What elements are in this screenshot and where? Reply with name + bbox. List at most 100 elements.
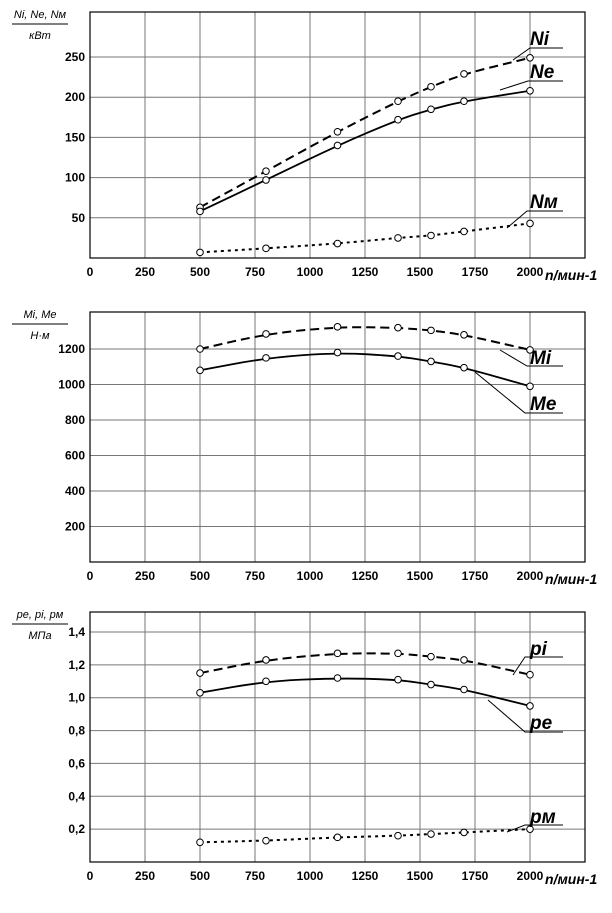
x-tick-label: 0 [87, 569, 94, 583]
x-tick-label: 250 [135, 869, 155, 883]
x-tick-label: 500 [190, 265, 210, 279]
x-tick-label: 1750 [462, 869, 489, 883]
data-point-Ne [262, 176, 270, 184]
x-tick-label: 500 [190, 869, 210, 883]
data-point-Me [333, 348, 342, 357]
data-point-Me [196, 366, 204, 375]
series-leader-pм [506, 824, 563, 833]
y-tick-label: 0,2 [68, 822, 85, 836]
data-point-pм [196, 838, 204, 847]
data-point-pi [333, 649, 342, 658]
y-tick-label: 100 [65, 171, 85, 185]
data-point-Mi [196, 345, 204, 353]
data-point-Nм [427, 231, 435, 240]
data-point-pe [526, 702, 534, 710]
x-tick-label: 1750 [462, 265, 489, 279]
data-point-Me [394, 352, 402, 360]
y-tick-label: 1,2 [68, 658, 85, 672]
y-tick-label: 1000 [58, 378, 85, 392]
series-label-pi: pi [529, 639, 548, 660]
y-tick-label: 1,4 [68, 625, 85, 639]
series-label-Mi: Mi [530, 348, 552, 369]
x-tick-label: 1750 [462, 569, 489, 583]
plot-frame [89, 611, 586, 863]
data-point-Ni [394, 97, 402, 106]
chart-panel-2: 0 250 500 750 1000 1250 1500 1750 2000 200 400 600 8… [12, 309, 597, 587]
data-point-pe [333, 674, 342, 682]
y-tick-label: 1200 [58, 342, 85, 356]
y-tick-label: 1,0 [68, 691, 85, 705]
series-leader-Me [474, 371, 563, 414]
x-tick-label: 1500 [407, 569, 434, 583]
data-point-pi [394, 649, 402, 658]
series-line-Me [199, 352, 531, 388]
y-axis-label: pe, pi, pм [16, 609, 64, 621]
y-tick-label: 200 [65, 520, 85, 534]
data-point-Ne [460, 97, 468, 106]
series-label-Nм: Nм [530, 192, 558, 213]
x-tick-label: 2000 [517, 869, 544, 883]
series-leader-pi [512, 656, 563, 676]
data-point-pe [394, 675, 402, 684]
data-point-Ne [427, 105, 435, 114]
series-leader-Nм [506, 210, 563, 229]
y-axis-unit: Н·м [30, 330, 50, 342]
data-point-pм [460, 828, 468, 837]
x-tick-label: 1250 [352, 869, 379, 883]
x-tick-label: 0 [87, 265, 94, 279]
series-leader-Mi [499, 349, 563, 367]
series-label-pe: pe [529, 713, 553, 734]
data-point-Ni [427, 82, 435, 91]
data-point-pi [460, 656, 468, 664]
series-leader-pe [487, 699, 563, 733]
x-tick-label: 2000 [517, 569, 544, 583]
data-point-Nм [333, 239, 342, 248]
x-tick-label: 1500 [407, 265, 434, 279]
data-point-Ne [526, 86, 534, 95]
x-tick-label: 750 [245, 569, 265, 583]
data-point-pм [333, 833, 342, 842]
data-point-Ne [196, 207, 204, 216]
y-tick-label: 150 [65, 130, 85, 144]
data-point-pм [262, 836, 270, 845]
x-tick-label: 250 [135, 265, 155, 279]
data-point-pi [427, 652, 435, 661]
data-point-Me [460, 363, 468, 372]
y-tick-label: 600 [65, 449, 85, 463]
series-line-pм [199, 828, 531, 844]
x-tick-label: 1000 [297, 569, 324, 583]
data-point-pe [427, 680, 435, 689]
data-point-pi [196, 669, 204, 677]
y-axis-unit: МПа [28, 630, 51, 642]
x-tick-label: 750 [245, 265, 265, 279]
y-tick-label: 0,4 [68, 789, 85, 803]
data-point-pe [262, 677, 270, 686]
y-tick-label: 400 [65, 484, 85, 498]
charts-root: 0 250 500 750 1000 1250 1500 1750 20005010015020… [12, 9, 597, 887]
series-line-pe [199, 677, 531, 707]
series-line-pi [199, 652, 531, 676]
data-point-Ni [460, 70, 468, 78]
data-point-pe [196, 688, 204, 697]
data-point-Mi [427, 326, 435, 335]
plot-frame [89, 11, 586, 259]
y-tick-label: 0,8 [68, 724, 85, 738]
x-tick-label: 1000 [297, 265, 324, 279]
x-tick-label: 750 [245, 869, 265, 883]
series-label-Ni: Ni [530, 29, 550, 50]
y-tick-label: 250 [65, 50, 85, 64]
data-point-Nм [460, 227, 468, 236]
data-point-Nм [262, 244, 270, 253]
data-point-Ni [526, 54, 534, 62]
x-tick-label: 1250 [352, 569, 379, 583]
data-point-pe [460, 685, 468, 694]
x-axis-label: n/мин-1 [545, 267, 597, 283]
y-axis-unit: кВт [29, 30, 51, 42]
data-point-Mi [526, 346, 534, 354]
data-point-Mi [394, 323, 402, 332]
data-point-Mi [460, 331, 468, 339]
y-tick-label: 200 [65, 90, 85, 104]
series-leader-Ne [499, 80, 563, 91]
data-point-Mi [333, 323, 342, 331]
